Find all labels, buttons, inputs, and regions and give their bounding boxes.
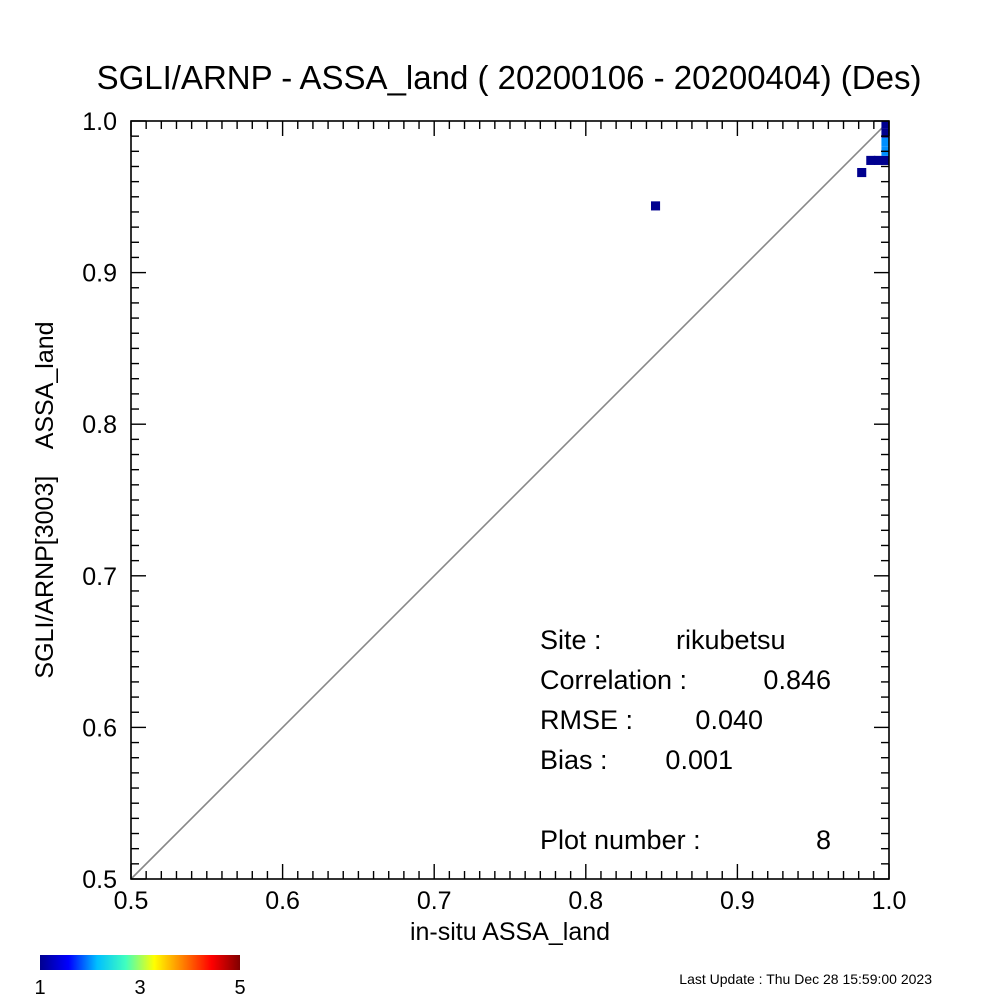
density-cell (857, 167, 867, 178)
plot-number-label: Plot number : (540, 825, 701, 855)
y-axis-label: SGLI/ARNP[3003] ASSA_land (31, 321, 59, 678)
one-to-one-line (130, 120, 890, 880)
x-axis-label: in-situ ASSA_land (410, 918, 610, 946)
y-tick-label: 0.7 (82, 563, 117, 591)
plot-number-value: 8 (816, 825, 831, 855)
x-tick-label: 0.8 (568, 887, 603, 915)
bias-value: 0.001 (665, 745, 733, 775)
density-cell (866, 155, 876, 165)
axis-ticks (130, 120, 890, 880)
last-update-text: Last Update : Thu Dec 28 15:59:00 2023 (679, 971, 932, 987)
density-cell (881, 128, 889, 138)
colorbar-tick-min: 1 (34, 977, 45, 999)
tick-labels: 0.5 0.6 0.7 0.8 0.9 1.0 0.5 0.6 0.7 0.8 0.9 1.0 (82, 108, 906, 915)
site-value: rikubetsu (676, 625, 786, 655)
x-tick-label: 0.6 (265, 887, 300, 915)
density-cell (881, 155, 889, 165)
y-tick-label: 0.9 (82, 260, 117, 288)
y-tick-label: 0.5 (82, 866, 117, 894)
y-tick-label: 1.0 (82, 108, 117, 136)
density-cell (881, 121, 889, 129)
x-tick-label: 0.9 (720, 887, 755, 915)
colorbar-tick-mid: 3 (134, 977, 145, 999)
colorbar-tick-max: 5 (234, 977, 245, 999)
chart-title: SGLI/ARNP - ASSA_land ( 20200106 - 20200… (97, 59, 922, 96)
x-tick-label: 1.0 (872, 887, 907, 915)
x-tick-label: 0.5 (114, 887, 149, 915)
y-tick-label: 0.8 (82, 411, 117, 439)
correlation-value: 0.846 (763, 665, 831, 695)
bias-label: Bias : (540, 745, 608, 775)
density-cell (650, 201, 661, 211)
y-tick-label: 0.6 (82, 714, 117, 742)
rmse-label: RMSE : (540, 705, 633, 735)
site-label: Site : (540, 625, 602, 655)
stats-panel: Site : rikubetsu Correlation : 0.846 RMS… (540, 625, 831, 855)
density-cell (873, 155, 883, 165)
x-tick-label: 0.7 (417, 887, 452, 915)
density-cell (881, 137, 889, 147)
density-cells (650, 121, 889, 211)
rmse-value: 0.040 (695, 705, 763, 735)
correlation-label: Correlation : (540, 665, 687, 695)
colorbar (40, 955, 240, 970)
